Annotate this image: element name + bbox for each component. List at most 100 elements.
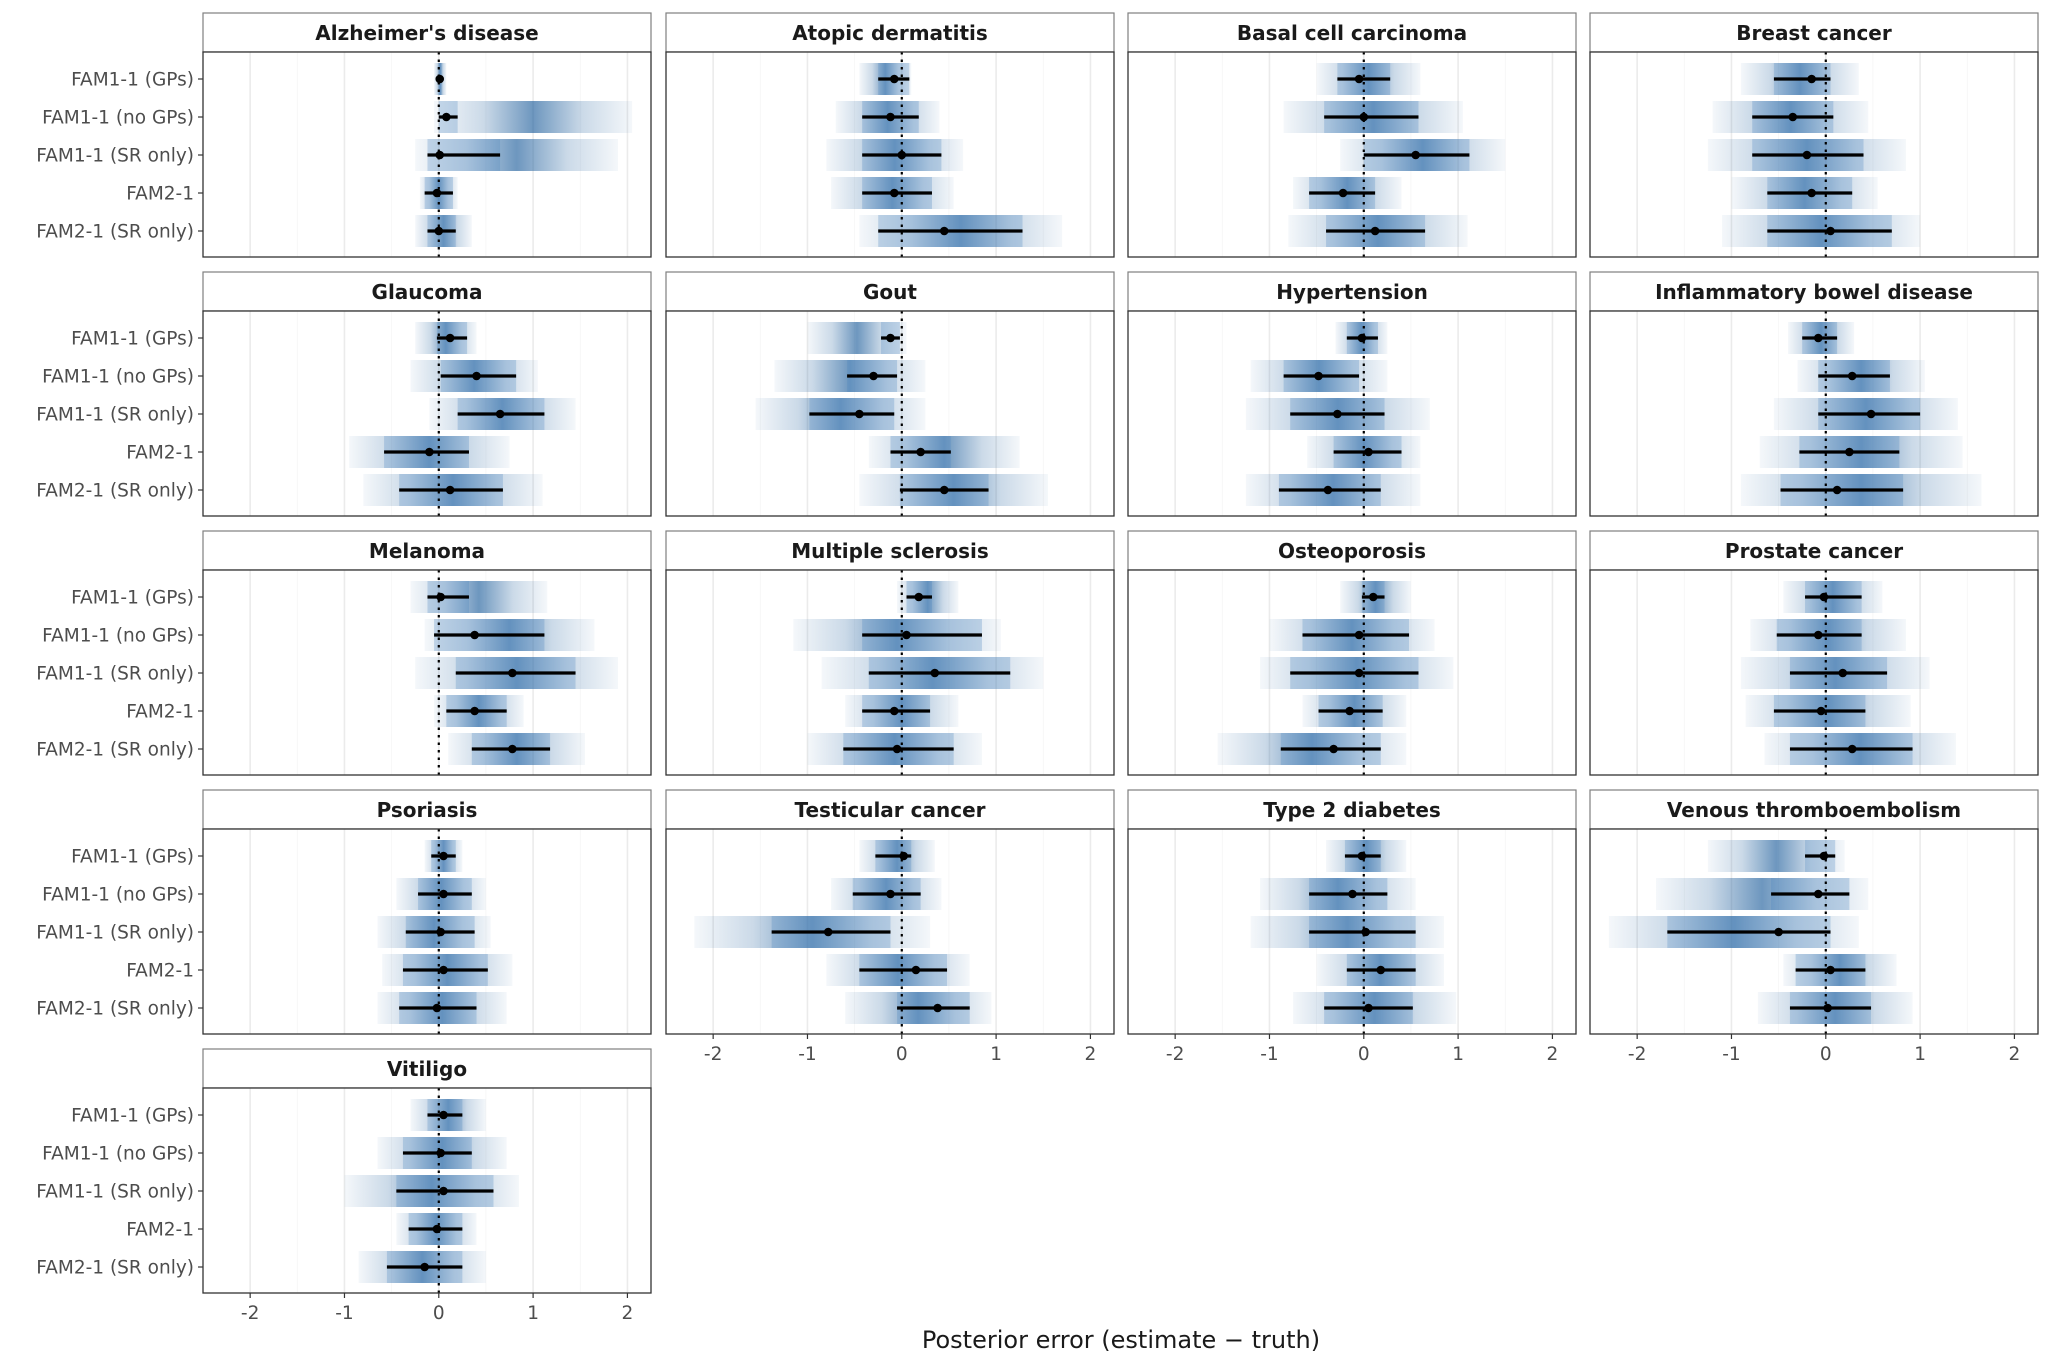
point-estimate (1354, 630, 1364, 640)
panels: Alzheimer's disease FAM1-1 (GPs) FAM1-1 (n… (36, 12, 2039, 1324)
y-tick-label: FAM1-1 (SR only) (36, 664, 194, 685)
point-estimate (1813, 630, 1823, 640)
point-estimate (435, 150, 445, 160)
panel-title: Osteoporosis (1278, 539, 1426, 563)
x-tick-label: -1 (1722, 1044, 1740, 1065)
panel-strip (665, 530, 1115, 571)
y-tick-label: FAM2-1 (126, 1220, 194, 1241)
x-tick-label: 2 (622, 1303, 634, 1324)
point-estimate (939, 226, 949, 236)
panel: Alzheimer's disease FAM1-1 (GPs) FAM1-1 (n… (36, 12, 652, 258)
panel: Testicular cancer -2 -1 0 1 2 (665, 789, 1115, 1065)
y-tick-label: FAM2-1 (SR only) (36, 481, 194, 502)
point-estimate (1370, 226, 1380, 236)
panel: Basal cell carcinoma (1127, 12, 1577, 258)
panel: Glaucoma FAM1-1 (GPs) FAM1-1 (no GPs) FAM1-… (36, 271, 652, 517)
panel-strip (665, 789, 1115, 830)
y-tick-label: FAM1-1 (GPs) (71, 70, 194, 91)
panel-strip (665, 271, 1115, 312)
panel-title: Vitiligo (387, 1057, 467, 1081)
point-estimate (1357, 333, 1367, 343)
point-estimate (1826, 965, 1835, 975)
point-estimate (495, 409, 505, 419)
panel-title: Venous thromboembolism (1667, 798, 1961, 822)
x-tick-label: -2 (241, 1303, 259, 1324)
panel-title: Multiple sclerosis (791, 539, 989, 563)
point-estimate (432, 1003, 442, 1013)
point-estimate (1359, 112, 1369, 122)
x-tick-label: 2 (1547, 1044, 1559, 1065)
y-tick-label: FAM1-1 (SR only) (36, 1182, 194, 1203)
x-tick-label: -1 (335, 1303, 353, 1324)
point-estimate (1838, 668, 1848, 678)
panel: Melanoma FAM1-1 (GPs) FAM1-1 (no GPs) FAM1-… (36, 530, 652, 776)
x-tick-label: -2 (1628, 1044, 1646, 1065)
point-estimate (1816, 706, 1826, 716)
point-estimate (470, 630, 479, 640)
point-estimate (916, 447, 925, 457)
point-estimate (1364, 447, 1373, 457)
point-estimate (899, 851, 908, 861)
point-estimate (1323, 485, 1333, 495)
panel-border (1589, 569, 2039, 776)
panel-border (1127, 51, 1577, 258)
x-tick-label: 0 (896, 1044, 908, 1065)
y-tick-label: FAM2-1 (SR only) (36, 222, 194, 243)
panel: Gout (665, 271, 1115, 517)
panel-border (665, 569, 1115, 776)
panel: Psoriasis FAM1-1 (GPs) FAM1-1 (no GPs) FAM1… (36, 789, 652, 1035)
point-estimate (1354, 668, 1364, 678)
point-estimate (886, 112, 895, 122)
y-tick-label: FAM1-1 (GPs) (71, 329, 194, 350)
point-estimate (1333, 409, 1342, 419)
panel-title: Basal cell carcinoma (1237, 21, 1467, 45)
panel: Inflammatory bowel disease (1589, 271, 2039, 517)
point-estimate (1845, 447, 1854, 457)
point-estimate (1788, 112, 1798, 122)
point-estimate (436, 927, 445, 937)
panel-border (665, 310, 1115, 517)
panel-border (1589, 51, 2039, 258)
point-estimate (886, 333, 895, 343)
panel-strip (1127, 530, 1577, 571)
point-estimate (1361, 927, 1370, 937)
point-estimate (420, 1262, 429, 1272)
x-tick-label: -1 (798, 1044, 816, 1065)
y-tick-label: FAM1-1 (SR only) (36, 923, 194, 944)
x-tick-label: 0 (1358, 1044, 1370, 1065)
x-tick-label: 2 (1085, 1044, 1097, 1065)
panel-border (665, 51, 1115, 258)
x-tick-label: -2 (704, 1044, 722, 1065)
x-tick-label: 1 (990, 1044, 1002, 1065)
point-estimate (1826, 226, 1835, 236)
y-tick-label: FAM2-1 (126, 443, 194, 464)
point-estimate (432, 188, 442, 198)
panel-title: Prostate cancer (1725, 539, 1903, 563)
x-tick-label: 1 (527, 1303, 539, 1324)
point-estimate (933, 1003, 942, 1013)
point-estimate (1338, 188, 1348, 198)
y-tick-label: FAM2-1 (126, 961, 194, 982)
point-estimate (892, 744, 902, 754)
y-tick-label: FAM1-1 (GPs) (71, 588, 194, 609)
point-estimate (1847, 744, 1857, 754)
panel: Venous thromboembolism -2 -1 0 1 2 (1589, 789, 2039, 1065)
point-estimate (1411, 150, 1420, 160)
point-estimate (435, 74, 445, 84)
y-tick-label: FAM1-1 (no GPs) (42, 1144, 194, 1165)
point-estimate (1368, 592, 1378, 602)
panel: Prostate cancer (1589, 530, 2039, 776)
point-estimate (1819, 592, 1829, 602)
panel-border (665, 828, 1115, 1035)
point-estimate (1329, 744, 1338, 754)
point-estimate (439, 889, 448, 899)
panel-border (1589, 828, 2039, 1035)
point-estimate (869, 371, 878, 381)
x-tick-label: -2 (1166, 1044, 1184, 1065)
panel-strip (202, 789, 652, 830)
point-estimate (508, 668, 517, 678)
panel-title: Alzheimer's disease (315, 21, 539, 45)
y-tick-label: FAM1-1 (GPs) (71, 1106, 194, 1127)
point-estimate (1774, 927, 1783, 937)
